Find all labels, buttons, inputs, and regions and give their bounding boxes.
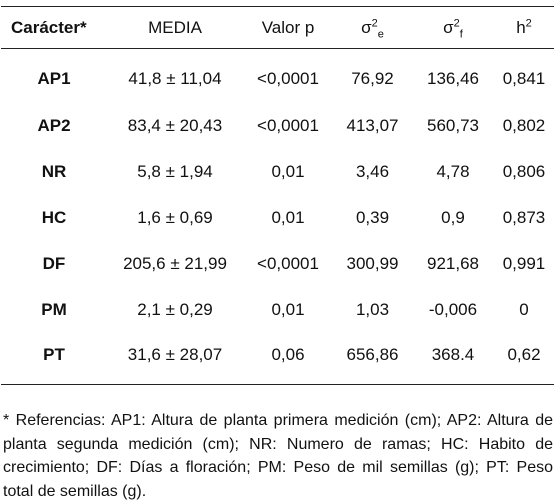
h2-sup: 2 — [525, 16, 532, 29]
row-sigma-e: 413,07 — [346, 115, 399, 135]
sigma-e-base: σ — [361, 17, 372, 37]
header-sigma-e: σ2e — [333, 6, 412, 49]
row-media: 31,6 ± 28,07 — [107, 332, 243, 385]
row-sigma-f: 368.4 — [412, 332, 494, 385]
table-row: AP2 83,4 ± 20,43 <0,0001 413,07 560,73 0… — [1, 103, 554, 149]
table-header: Carácter* MEDIA Valor p σ2e σ2f h2 — [1, 6, 554, 49]
sigma-f-sub: f — [459, 27, 463, 40]
row-code: NR — [41, 161, 67, 181]
table-row: NR 5,8 ± 1,94 0,01 3,46 4,78 0,806 — [1, 149, 554, 195]
row-valor-p: 0,01 — [271, 299, 305, 319]
row-media: 205,6 ± 21,99 — [123, 253, 227, 273]
row-valor-p: <0,0001 — [257, 68, 319, 88]
row-valor-p: 0,06 — [243, 332, 333, 385]
row-valor-p: <0,0001 — [257, 115, 319, 135]
table-row: PT 31,6 ± 28,07 0,06 656,86 368.4 0,62 — [1, 332, 554, 385]
row-h2: 0,62 — [494, 332, 554, 385]
row-valor-p: 0,01 — [271, 161, 305, 181]
table-row: AP1 41,8 ± 11,04 <0,0001 76,92 136,46 0,… — [1, 49, 554, 103]
row-media: 2,1 ± 0,29 — [137, 299, 213, 319]
header-row: Carácter* MEDIA Valor p σ2e σ2f h2 — [1, 6, 554, 49]
sigma-e-sub: e — [377, 27, 384, 40]
row-sigma-e: 656,86 — [333, 332, 412, 385]
row-code: AP1 — [37, 68, 71, 88]
row-h2: 0,802 — [502, 115, 546, 135]
table-row: PM 2,1 ± 0,29 0,01 1,03 -0,006 0 — [1, 287, 554, 333]
row-sigma-f: 560,73 — [427, 115, 479, 135]
row-sigma-f: 921,68 — [427, 253, 479, 273]
row-code: HC — [41, 207, 67, 227]
h2-base: h — [516, 17, 526, 37]
row-sigma-f: 4,78 — [436, 161, 470, 181]
sigma-e-sup: 2 — [371, 16, 378, 29]
row-code: PM — [41, 299, 67, 319]
row-sigma-f: 136,46 — [427, 68, 479, 88]
row-sigma-e: 1,03 — [355, 299, 390, 319]
row-media: 83,4 ± 20,43 — [127, 115, 223, 135]
footnote: * Referencias: AP1: Altura de planta pri… — [3, 412, 553, 500]
header-valor-p: Valor p — [243, 6, 333, 49]
row-h2: 0,873 — [502, 207, 546, 227]
results-table: Carácter* MEDIA Valor p σ2e σ2f h2 AP1 4… — [1, 6, 554, 385]
row-h2: 0,991 — [502, 253, 546, 273]
row-code: PT — [1, 332, 107, 385]
row-sigma-e: 3,46 — [355, 161, 390, 181]
row-h2: 0,841 — [502, 68, 546, 88]
row-sigma-e: 0,39 — [355, 207, 390, 227]
header-sigma-f: σ2f — [412, 6, 494, 49]
sigma-f-base: σ — [443, 17, 454, 37]
row-sigma-e: 300,99 — [346, 253, 399, 273]
header-caracter: Carácter* — [1, 6, 107, 49]
row-valor-p: 0,01 — [271, 207, 305, 227]
row-sigma-f: 0,9 — [441, 207, 465, 227]
row-valor-p: <0,0001 — [257, 253, 319, 273]
table-row: DF 205,6 ± 21,99 <0,0001 300,99 921,68 0… — [1, 241, 554, 287]
table-row: HC 1,6 ± 0,69 0,01 0,39 0,9 0,873 — [1, 195, 554, 241]
row-media: 5,8 ± 1,94 — [137, 161, 213, 181]
row-sigma-f: -0,006 — [428, 299, 478, 319]
row-sigma-e: 76,92 — [351, 68, 394, 88]
row-h2: 0,806 — [502, 161, 546, 181]
row-h2: 0 — [519, 299, 529, 319]
row-code: AP2 — [37, 115, 71, 135]
table-body: AP1 41,8 ± 11,04 <0,0001 76,92 136,46 0,… — [1, 49, 554, 385]
header-h2: h2 — [494, 6, 554, 49]
row-media: 41,8 ± 11,04 — [128, 68, 222, 88]
header-media: MEDIA — [107, 6, 243, 49]
sigma-f-sup: 2 — [453, 16, 460, 29]
row-code: DF — [42, 253, 66, 273]
row-media: 1,6 ± 0,69 — [137, 207, 213, 227]
